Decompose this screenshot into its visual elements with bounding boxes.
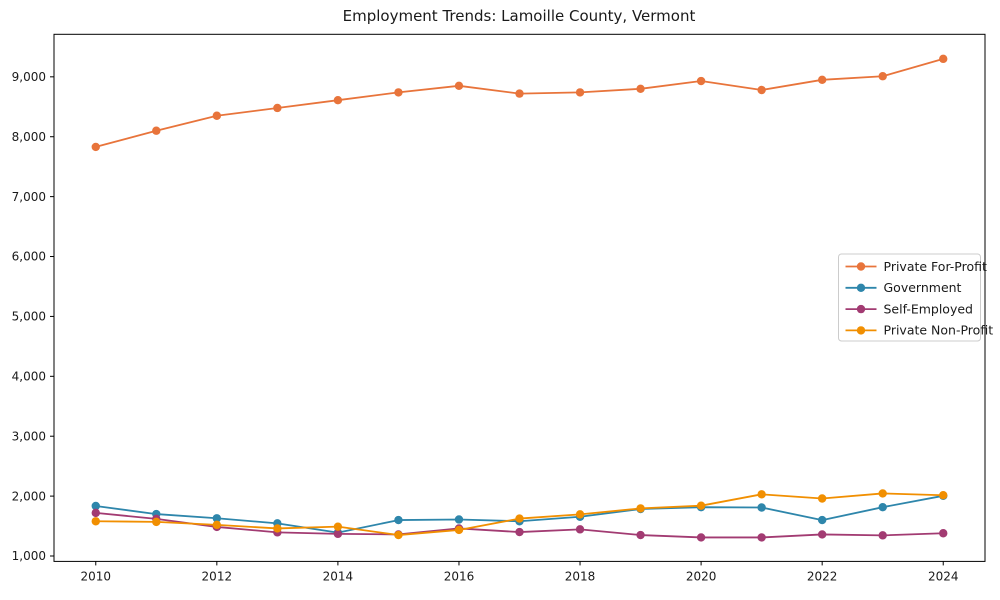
data-point-private-non-profit [575, 510, 585, 519]
data-point-private-for-profit [817, 75, 827, 85]
data-point-self-employed [515, 527, 524, 537]
data-point-private-non-profit [394, 530, 403, 540]
data-point-private-non-profit [333, 522, 343, 531]
data-point-self-employed [91, 508, 100, 518]
y-tick-label: 4,000 [12, 370, 46, 384]
data-point-private-for-profit [152, 126, 161, 135]
data-point-private-for-profit [636, 84, 645, 94]
data-point-private-non-profit [939, 491, 948, 500]
y-tick-label: 8,000 [12, 130, 46, 144]
data-point-private-for-profit [333, 95, 343, 105]
x-tick-label: 2020 [686, 569, 717, 583]
data-point-private-non-profit [757, 490, 766, 499]
data-point-government [757, 503, 766, 512]
data-point-government [454, 515, 464, 524]
plot-area: 1,000 2,000 3,000 4,000 5,000 6,000 7,000 8,000… [12, 33, 986, 583]
y-tick-label: 5,000 [12, 310, 46, 324]
legend-marker-government [856, 283, 866, 292]
data-point-private-for-profit [454, 81, 464, 91]
data-point-private-for-profit [575, 88, 585, 97]
x-tick-label: 2022 [807, 569, 838, 583]
data-point-self-employed [939, 529, 948, 538]
data-point-self-employed [878, 531, 887, 540]
data-point-government [878, 502, 887, 512]
data-point-self-employed [696, 533, 706, 542]
x-tick-label: 2012 [202, 569, 233, 583]
data-point-private-for-profit [696, 76, 706, 86]
y-tick-label: 9,000 [12, 70, 46, 84]
data-point-private-non-profit [696, 501, 706, 510]
data-point-private-non-profit [212, 520, 222, 530]
legend: Private For-Profit Government Self-Employe… [838, 253, 994, 342]
x-tick-label: 2018 [565, 569, 596, 583]
data-point-self-employed [636, 530, 645, 540]
data-point-private-non-profit [152, 517, 161, 527]
plot-border [53, 33, 986, 562]
data-point-private-non-profit [817, 494, 827, 503]
y-tick-label: 7,000 [12, 190, 46, 204]
data-point-self-employed [333, 529, 343, 539]
data-point-private-non-profit [454, 525, 464, 535]
data-point-private-for-profit [394, 88, 403, 97]
data-point-private-for-profit [273, 103, 282, 113]
data-point-private-for-profit [91, 142, 100, 152]
data-point-private-non-profit [273, 524, 282, 533]
x-tick-label: 2024 [928, 569, 959, 583]
data-point-private-for-profit [212, 111, 222, 120]
y-tick-label: 1,000 [12, 549, 46, 563]
data-point-private-for-profit [939, 54, 948, 64]
y-tick-label: 3,000 [12, 429, 46, 443]
data-point-private-for-profit [515, 89, 524, 98]
x-tick-label: 2014 [323, 569, 354, 583]
legend-label-private-for-profit: Private For-Profit [884, 259, 987, 274]
legend-marker-private-for-profit [856, 262, 866, 271]
legend-marker-self-employed [856, 304, 866, 314]
y-tick-label: 6,000 [12, 250, 46, 264]
data-point-self-employed [575, 525, 585, 534]
data-point-private-for-profit [757, 85, 766, 95]
data-point-private-non-profit [91, 517, 100, 526]
series-layer [91, 54, 948, 542]
series-line-private-for-profit [94, 57, 945, 148]
legend-label-government: Government [884, 280, 962, 295]
data-point-private-for-profit [878, 72, 887, 81]
data-point-government [817, 515, 827, 525]
data-point-self-employed [817, 530, 827, 539]
legend-label-self-employed: Self-Employed [884, 301, 973, 316]
legend-box [838, 253, 981, 342]
data-point-self-employed [757, 533, 766, 542]
x-tick-label: 2010 [80, 569, 111, 583]
legend-label-private-non-profit: Private Non-Profit [884, 323, 994, 338]
data-point-private-non-profit [515, 514, 524, 523]
legend-marker-private-non-profit [856, 326, 866, 335]
data-point-government [212, 514, 222, 523]
data-point-private-non-profit [636, 504, 645, 513]
x-tick-label: 2016 [444, 569, 475, 583]
data-point-government [394, 515, 403, 525]
y-tick-label: 2,000 [12, 489, 46, 503]
chart-title: Employment Trends: Lamoille County, Verm… [343, 7, 696, 25]
data-point-private-non-profit [878, 489, 887, 498]
data-point-government [91, 501, 100, 511]
